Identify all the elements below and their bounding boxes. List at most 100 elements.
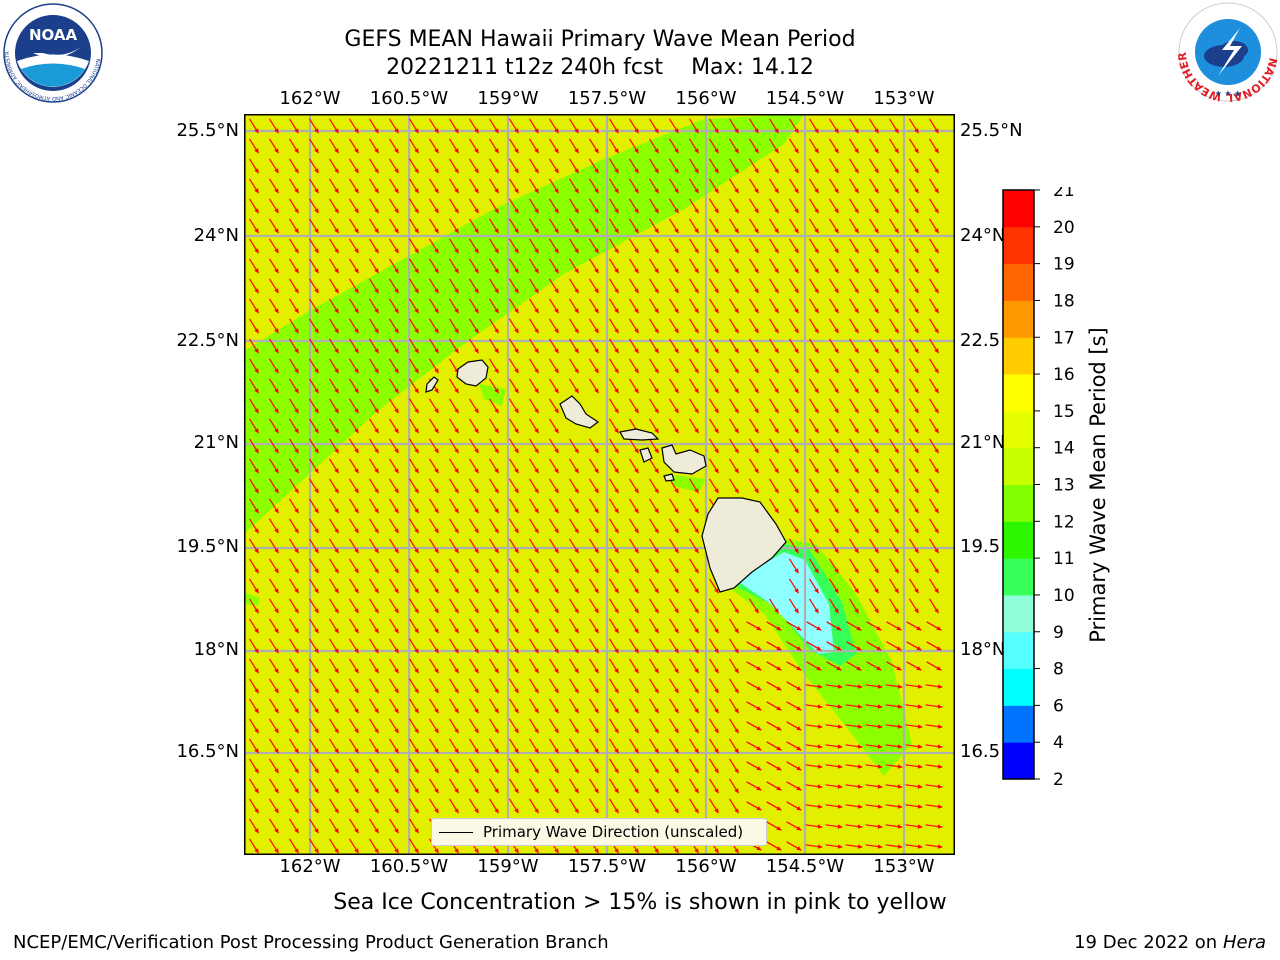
wave-arrow [668,598,680,614]
wave-arrow [728,398,740,414]
wave-arrow [368,738,380,754]
wave-arrow [648,198,660,214]
wave-arrow [845,764,863,769]
wave-arrow [768,458,780,474]
wave-arrow [348,598,360,614]
wave-arrow [388,138,400,154]
wave-arrow [308,778,320,794]
wave-arrow [428,618,440,634]
wave-arrow [548,338,560,354]
wave-arrow [768,598,780,614]
wave-arrow [348,418,360,434]
wave-arrow [328,358,340,374]
wave-arrow [348,498,360,514]
wave-arrow [688,738,700,754]
wave-arrow [288,538,300,554]
wave-arrow [928,558,940,574]
wave-arrow [848,418,860,434]
wave-arrow [688,218,700,234]
wave-arrow [648,378,660,394]
lat-label-right: 22.5 [960,330,1001,351]
wave-arrow [288,458,300,474]
wave-arrow [428,718,440,734]
wave-arrow [528,478,540,494]
wave-arrow [928,598,940,614]
wave-arrow [388,838,400,854]
wave-arrow [748,158,760,174]
wave-arrow [668,258,680,274]
wave-arrow [508,178,520,194]
wave-arrow [808,198,820,214]
wave-arrow [708,258,720,274]
wave-arrow [408,578,420,594]
wave-arrow [608,138,620,154]
colorbar-tick-label: 16 [1053,365,1075,385]
wave-arrow [568,178,580,194]
wave-arrow [588,118,600,134]
wave-arrow [448,518,460,534]
wave-arrow [608,598,620,614]
wave-arrow [448,438,460,454]
wave-arrow [628,618,640,634]
wave-arrow [648,678,660,694]
wave-arrow [805,824,823,829]
wave-arrow [408,818,420,834]
wave-arrow [368,298,380,314]
lon-label-top: 156°W [675,88,737,109]
wave-arrow [848,218,860,234]
wave-arrow [388,798,400,814]
wave-arrow [268,438,280,454]
wave-arrow [488,698,500,714]
wave-arrow [845,744,863,749]
wave-arrow [728,238,740,254]
wave-arrow [508,658,520,674]
wave-arrow [448,698,460,714]
wave-arrow [728,158,740,174]
wave-arrow [548,258,560,274]
wave-arrow [928,418,940,434]
wave-arrow [748,478,760,494]
island-oahu [559,395,600,429]
wave-arrow [388,278,400,294]
colorbar-box [1003,447,1034,485]
wave-arrow [805,724,823,729]
wave-arrow [766,641,782,651]
wave-arrow [746,761,762,771]
wave-arrow [608,618,620,634]
wave-arrow [688,238,700,254]
wave-arrow [528,438,540,454]
wave-arrow [708,178,720,194]
wave-arrow [608,518,620,534]
wave-arrow [268,718,280,734]
wave-arrow [308,538,320,554]
wave-arrow [748,238,760,254]
wave-arrow [648,338,660,354]
wave-arrow [608,318,620,334]
wave-arrow [825,784,843,789]
wave-arrow [248,438,260,454]
colorbar-box [1003,337,1034,375]
wave-arrow [288,718,300,734]
wave-arrow [766,621,782,631]
wave-arrow [388,438,400,454]
wave-arrow [448,578,460,594]
wave-arrow [728,118,740,134]
wave-arrow [348,558,360,574]
colorbar-box [1003,190,1034,228]
wave-arrow [428,698,440,714]
wave-arrow [866,641,882,651]
wave-arrow [348,138,360,154]
wave-arrow [288,398,300,414]
wave-arrow [388,578,400,594]
wave-arrow [648,698,660,714]
wave-arrow [648,138,660,154]
wave-arrow [888,198,900,214]
wave-arrow [788,478,800,494]
wave-arrow [568,558,580,574]
wave-arrow [388,698,400,714]
wave-arrow [428,478,440,494]
wave-arrow [768,238,780,254]
wave-arrow [708,358,720,374]
wave-arrow [308,618,320,634]
wave-arrow [568,358,580,374]
